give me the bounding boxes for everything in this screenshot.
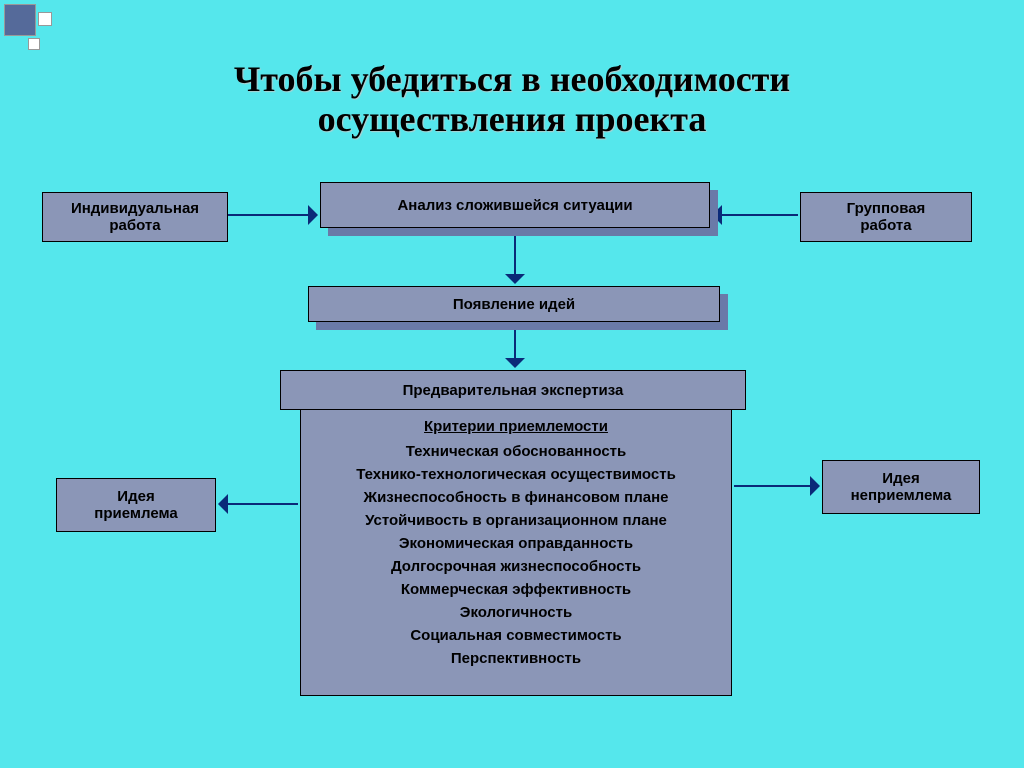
criteria-item: Коммерческая эффективность [301,578,731,601]
arrow-head [810,476,820,496]
criteria-item: Жизнеспособность в финансовом плане [301,486,731,509]
criteria-item: Социальная совместимость [301,624,731,647]
node-analysis: Анализ сложившейся ситуации [320,182,710,228]
criteria-item: Устойчивость в организационном плане [301,509,731,532]
criteria-title: Критерии приемлемости [301,415,731,438]
criteria-item: Долгосрочная жизнеспособность [301,555,731,578]
slide-title: Чтобы убедиться в необходимости осуществ… [0,60,1024,139]
title-line2: осуществления проекта [318,99,707,139]
arrow [228,214,308,216]
arrow [514,230,516,274]
corner-square [4,4,36,36]
criteria-box: Критерии приемлемостиТехническая обоснов… [300,406,732,696]
arrow [514,326,516,358]
arrow-head [308,205,318,225]
node-individual: Индивидуальная работа [42,192,228,242]
criteria-item: Экономическая оправданность [301,532,731,555]
node-acceptable: Идея приемлема [56,478,216,532]
corner-square [38,12,52,26]
corner-square [28,38,40,50]
node-unacceptable: Идея неприемлема [822,460,980,514]
node-expertise: Предварительная экспертиза [280,370,746,410]
node-group: Групповая работа [800,192,972,242]
node-ideas: Появление идей [308,286,720,322]
criteria-item: Перспективность [301,647,731,670]
arrow-head [505,358,525,368]
criteria-item: Экологичность [301,601,731,624]
arrow [722,214,798,216]
criteria-item: Техническая обоснованность [301,440,731,463]
criteria-item: Технико-технологическая осуществимость [301,463,731,486]
title-line1: Чтобы убедиться в необходимости [234,59,790,99]
arrow-head [218,494,228,514]
arrow [734,485,810,487]
slide-root: Чтобы убедиться в необходимости осуществ… [0,0,1024,768]
arrow-head [505,274,525,284]
arrow [228,503,298,505]
corner-decoration [0,0,78,54]
